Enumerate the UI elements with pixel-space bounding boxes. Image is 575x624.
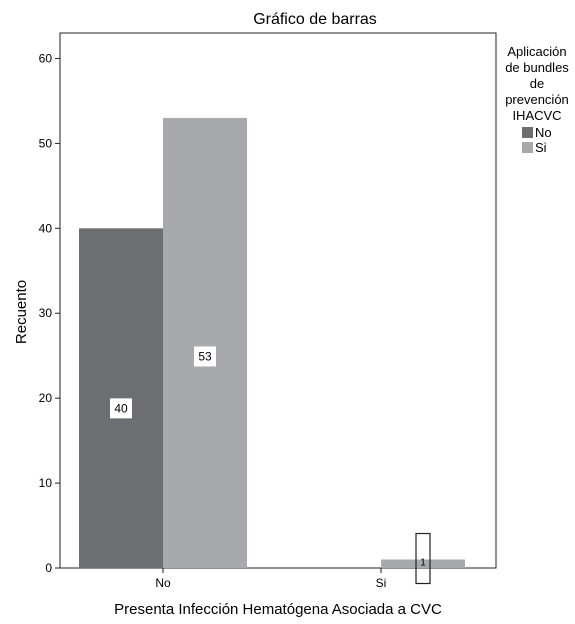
legend-title-line: prevención bbox=[505, 92, 569, 107]
y-tick-label: 40 bbox=[39, 221, 53, 235]
bar bbox=[163, 117, 247, 569]
legend-title-line: Aplicación bbox=[507, 44, 566, 59]
y-axis: 0 10 20 30 40 50 60 bbox=[39, 51, 60, 575]
legend-entry-label: No bbox=[535, 125, 552, 140]
data-label-box bbox=[110, 398, 132, 419]
y-axis-title: Recuento bbox=[13, 280, 30, 344]
y-tick-label: 0 bbox=[45, 561, 52, 575]
data-label-box bbox=[194, 346, 216, 367]
legend-swatch bbox=[522, 142, 533, 153]
x-tick-label: Si bbox=[376, 576, 387, 590]
y-tick-label: 10 bbox=[39, 476, 53, 490]
x-axis-title: Presenta Infección Hematógena Asociada a… bbox=[114, 601, 442, 618]
y-tick-label: 50 bbox=[39, 136, 53, 150]
chart-title: Gráfico de barras bbox=[253, 11, 377, 28]
data-label-box bbox=[415, 532, 431, 585]
bar bbox=[79, 228, 163, 569]
legend-title-line: de bbox=[530, 76, 544, 91]
y-tick-label: 20 bbox=[39, 391, 53, 405]
data-label: 1 bbox=[420, 558, 426, 569]
x-axis: No Si bbox=[155, 568, 386, 590]
y-tick-label: 30 bbox=[39, 306, 53, 320]
legend-swatch bbox=[522, 127, 533, 138]
bars-group bbox=[79, 117, 465, 569]
legend-entry-label: Si bbox=[535, 140, 547, 155]
bar bbox=[381, 559, 465, 568]
legend-title-line: de bundles bbox=[505, 60, 569, 75]
data-label: 40 bbox=[114, 401, 128, 415]
y-tick-label: 60 bbox=[39, 51, 53, 65]
x-tick-label: No bbox=[155, 576, 171, 590]
legend-title-line: IHACVC bbox=[512, 108, 561, 123]
data-labels-group: 40 53 1 bbox=[110, 346, 431, 585]
data-label: 53 bbox=[198, 349, 212, 363]
plot-area bbox=[59, 32, 497, 569]
